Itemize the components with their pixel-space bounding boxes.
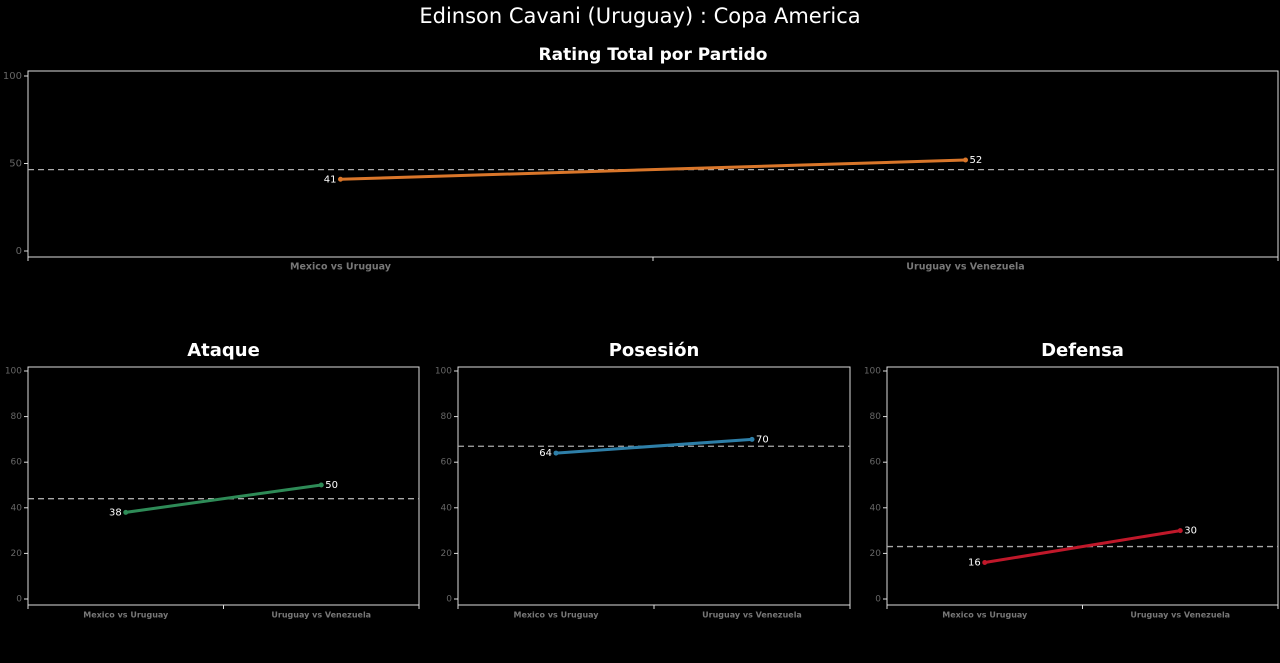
chart-title: Posesión — [609, 340, 700, 361]
y-tick-label: 40 — [11, 503, 23, 513]
data-line — [340, 158, 966, 181]
y-tick-label: 80 — [11, 412, 23, 422]
y-tick-label: 80 — [870, 412, 882, 422]
y-tick-label: 20 — [11, 549, 23, 559]
data-point — [1177, 528, 1183, 534]
x-tick-label: Uruguay vs Venezuela — [906, 262, 1024, 273]
chart-title: Defensa — [1041, 340, 1124, 361]
y-tick-label: 0 — [16, 246, 22, 257]
x-tick-label: Mexico vs Uruguay — [514, 611, 600, 620]
y-tick-label: 40 — [870, 503, 882, 513]
data-point — [749, 436, 755, 442]
y-tick-label: 60 — [870, 458, 882, 468]
x-tick-label: Mexico vs Uruguay — [942, 611, 1028, 620]
y-tick-label: 20 — [870, 549, 882, 559]
data-point — [982, 560, 988, 566]
value-label: 41 — [324, 174, 337, 185]
y-tick-label: 0 — [446, 595, 452, 605]
x-tick-label: Mexico vs Uruguay — [290, 262, 392, 273]
y-tick-label: 0 — [16, 595, 22, 605]
data-point — [338, 176, 343, 182]
chart-title: Ataque — [187, 340, 260, 361]
y-tick-label: 80 — [441, 412, 453, 422]
data-line — [125, 483, 322, 514]
y-tick-label: 60 — [441, 458, 453, 468]
data-point — [963, 157, 968, 163]
value-label: 16 — [968, 558, 981, 569]
value-label: 30 — [1184, 526, 1197, 537]
value-label: 50 — [325, 480, 338, 491]
data-line — [984, 529, 1181, 565]
value-label: 52 — [970, 155, 983, 166]
y-tick-label: 100 — [864, 367, 881, 377]
x-tick-label: Uruguay vs Venezuela — [1130, 611, 1230, 620]
y-tick-label: 100 — [3, 71, 22, 82]
y-tick-label: 100 — [5, 367, 22, 377]
value-label: 38 — [109, 507, 122, 518]
data-point — [318, 482, 324, 488]
data-point — [123, 509, 129, 515]
y-tick-label: 40 — [441, 503, 453, 513]
y-tick-label: 20 — [441, 549, 453, 559]
x-tick-label: Mexico vs Uruguay — [83, 611, 169, 620]
x-tick-label: Uruguay vs Venezuela — [271, 611, 371, 620]
y-tick-label: 50 — [9, 159, 22, 170]
x-tick-label: Uruguay vs Venezuela — [702, 611, 802, 620]
value-label: 64 — [539, 448, 552, 459]
data-line — [555, 437, 753, 455]
data-point — [553, 450, 559, 456]
value-label: 70 — [756, 434, 769, 445]
chart-title: Rating Total por Partido — [539, 45, 768, 65]
y-tick-label: 0 — [875, 595, 881, 605]
y-tick-label: 100 — [435, 367, 452, 377]
y-tick-label: 60 — [11, 458, 23, 468]
page-title: Edinson Cavani (Uruguay) : Copa America — [419, 4, 860, 28]
